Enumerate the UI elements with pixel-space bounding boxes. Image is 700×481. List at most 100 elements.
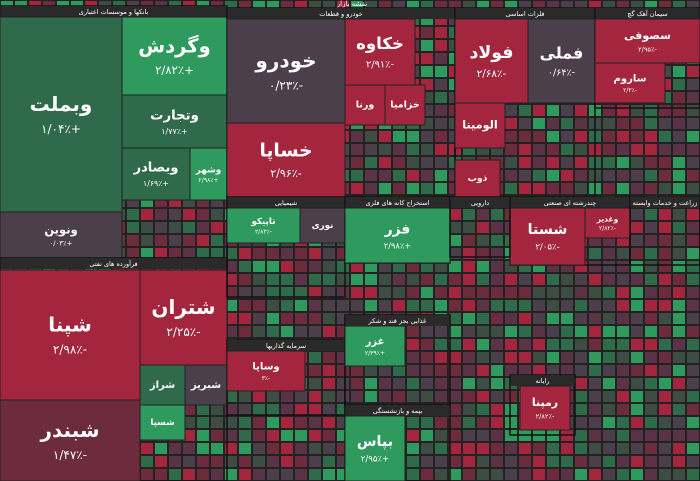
filler-tile [462,429,476,442]
filler-tile [504,299,518,312]
filler-tile [518,351,532,364]
filler-tile [672,169,686,182]
filler-tile [210,442,224,455]
filler-tile [462,325,476,338]
stock-change: +۲/۹۸٪ [384,240,412,250]
filler-tile [294,429,308,442]
stock-change: -۲/۲۵٪ [166,325,200,339]
filler-tile [672,377,686,390]
filler-tile [490,455,504,468]
stock-tile [519,385,571,431]
filler-tile [560,143,574,156]
filler-tile [336,299,350,312]
filler-tile [560,299,574,312]
filler-tile [672,338,686,351]
filler-tile [392,156,406,169]
filler-tile [406,377,420,390]
filler-tile [574,104,588,117]
filler-tile [350,286,364,299]
filler-tile [126,221,140,234]
sector: بیمه و بازنشستگی بپاس +۲/۹۵٪ [344,404,451,481]
filler-tile [266,299,280,312]
filler-tile [686,156,700,169]
stock-name: رمپنا [532,396,558,409]
filler-tile [658,312,672,325]
sector-header [455,8,595,19]
stock-tile [184,364,228,406]
stock-tile [226,207,301,244]
filler-tile [322,455,336,468]
filler-tile [546,169,560,182]
filler-tile [658,117,672,130]
filler-tile [532,273,546,286]
filler-tile [686,468,700,481]
filler-tile [420,455,434,468]
filler-tile [476,299,490,312]
filler-tile [574,325,588,338]
filler-tile [476,416,490,429]
filler-tile [672,390,686,403]
filler-tile [378,390,392,403]
filler-tile [378,299,392,312]
filler-tile [392,169,406,182]
stock-change: +۱/۶۹٪ [143,179,169,188]
filler-tile [490,234,504,247]
filler-tile [504,468,518,481]
filler-tile [462,260,476,273]
filler-tile [658,325,672,338]
filler-tile [420,351,434,364]
filler-tile [686,169,700,182]
stock-tile [226,122,346,198]
filler-tile [462,390,476,403]
filler-tile [322,286,336,299]
filler-tile [252,390,266,403]
filler-tile [658,208,672,221]
filler-tile [448,351,462,364]
filler-tile [644,299,658,312]
filler-tile [616,442,630,455]
filler-tile [294,468,308,481]
filler-tile [574,299,588,312]
filler-tile [476,221,490,234]
filler-tile [602,273,616,286]
filler-tile [616,182,630,195]
filler-tile [630,312,644,325]
filler-tile [532,130,546,143]
sector-title: استخراج کانه های فلزی [366,199,430,207]
filler-tile [476,234,490,247]
filler-tile [588,429,602,442]
filler-tile [322,390,336,403]
filler-tile [140,442,154,455]
filler-tile [294,455,308,468]
filler-tile [616,312,630,325]
filler-tile [588,286,602,299]
filler-tile [462,364,476,377]
filler-tile [210,208,224,221]
filler-tile [602,390,616,403]
filler-tile [686,416,700,429]
filler-tile [336,273,350,286]
filler-tile [490,442,504,455]
stock-tile [454,18,529,104]
filler-tile [686,299,700,312]
filler-tile [518,169,532,182]
filler-tile [504,338,518,351]
stock-change: -۰/۲۳٪ [269,79,303,93]
stock-name: شسپا [150,418,174,428]
sector: سیمان آهک گچ سصوفی -۲/۹۵٪ ساروم -۲/۳٪ [594,7,700,109]
filler-tile [630,338,644,351]
filler-tile [574,273,588,286]
filler-tile [672,273,686,286]
filler-tile [238,442,252,455]
filler-tile [672,78,686,91]
stock-tile [226,18,346,124]
filler-tile [616,143,630,156]
filler-tile [448,390,462,403]
filler-tile [434,91,448,104]
filler-tile [252,312,266,325]
filler-tile [322,351,336,364]
filler-tile [672,312,686,325]
filler-tile [308,468,322,481]
filler-tile [504,169,518,182]
filler-tile [196,416,210,429]
